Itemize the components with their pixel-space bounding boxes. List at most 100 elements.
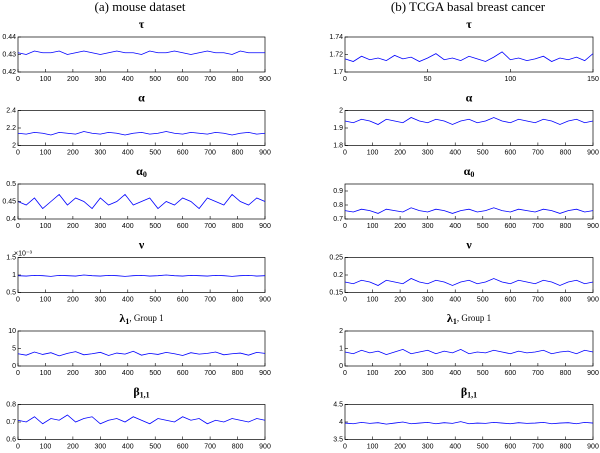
- y-tick-label: 1.8: [333, 142, 343, 149]
- x-tick-label: 0: [343, 296, 347, 303]
- title-symbol: λ: [119, 311, 125, 325]
- trace-line: [17, 193, 266, 210]
- trace-line: [344, 207, 594, 214]
- x-tick-label: 100: [367, 296, 379, 303]
- x-tick-label: 200: [394, 443, 406, 450]
- x-tick-label: 800: [232, 76, 244, 83]
- x-tick-label: 900: [259, 76, 271, 83]
- x-tick-label: 900: [587, 223, 599, 230]
- title-subscript: 0: [143, 170, 147, 179]
- plot-frame: [17, 183, 266, 220]
- y-tick-label: 0.44: [2, 34, 16, 41]
- x-tick-label: 700: [204, 443, 216, 450]
- x-tick-label: 700: [532, 370, 544, 377]
- x-tick-label: 600: [504, 149, 516, 156]
- x-tick-label: 200: [394, 370, 406, 377]
- x-tick-label: 0: [343, 149, 347, 156]
- x-tick-label: 500: [477, 370, 489, 377]
- x-tick-label: 700: [532, 296, 544, 303]
- title-subscript: 1: [453, 317, 457, 326]
- x-tick-label: 100: [504, 76, 516, 83]
- x-tick-label: 700: [204, 370, 216, 377]
- x-tick-label: 500: [477, 223, 489, 230]
- x-tick-label: 600: [177, 149, 189, 156]
- x-tick-label: 400: [449, 370, 461, 377]
- y-tick-label: 0.8: [6, 401, 16, 408]
- x-tick-label: 300: [422, 443, 434, 450]
- title-symbol: λ: [447, 311, 453, 325]
- x-tick-label: 0: [343, 223, 347, 230]
- x-tick-label: 400: [449, 223, 461, 230]
- x-tick-label: 300: [94, 296, 106, 303]
- x-tick-label: 300: [94, 370, 106, 377]
- x-tick-label: 500: [149, 76, 161, 83]
- title-subscript: 1: [125, 317, 129, 326]
- x-tick-label: 100: [40, 443, 52, 450]
- title-symbol: ν: [465, 237, 472, 251]
- y-tick-label: 1.9: [333, 125, 343, 132]
- y-tick-label: 0.25: [329, 254, 343, 261]
- column-title: (a) mouse dataset: [95, 0, 186, 14]
- x-tick-label: 900: [259, 149, 271, 156]
- y-tick-label: 0.9: [333, 188, 343, 195]
- y-tick-label: 5: [12, 345, 16, 352]
- trace-line: [344, 117, 594, 125]
- x-tick-label: 300: [422, 296, 434, 303]
- y-tick-label: 1: [339, 345, 343, 352]
- y-tick-label: 2.4: [6, 107, 16, 114]
- x-tick-label: 300: [422, 370, 434, 377]
- y-tick-label: 0.5: [6, 289, 16, 296]
- x-tick-label: 800: [560, 443, 572, 450]
- x-tick-label: 900: [587, 443, 599, 450]
- x-tick-label: 400: [122, 76, 134, 83]
- trace-line: [344, 421, 594, 425]
- x-tick-label: 800: [232, 370, 244, 377]
- x-tick-label: 400: [122, 149, 134, 156]
- x-tick-label: 600: [504, 296, 516, 303]
- x-tick-label: 100: [40, 370, 52, 377]
- x-tick-label: 600: [504, 223, 516, 230]
- x-tick-label: 200: [67, 443, 79, 450]
- x-tick-label: 300: [94, 76, 106, 83]
- x-tick-label: 900: [259, 223, 271, 230]
- x-tick-label: 700: [532, 223, 544, 230]
- y-tick-label: 0: [12, 363, 16, 370]
- x-tick-label: 900: [587, 149, 599, 156]
- x-tick-label: 600: [177, 370, 189, 377]
- x-tick-label: 700: [204, 149, 216, 156]
- panel-title: β1,1: [461, 384, 477, 399]
- title-symbol: β: [461, 384, 467, 398]
- x-tick-label: 0: [343, 443, 347, 450]
- y-tick-label: 1.72: [329, 51, 343, 58]
- x-tick-label: 0: [343, 76, 347, 83]
- x-tick-label: 0: [16, 223, 20, 230]
- title-suffix: , Group 1: [457, 313, 491, 323]
- column-title: (b) TCGA basal breast cancer: [391, 0, 546, 14]
- y-tick-label: 1.5: [6, 254, 16, 261]
- y-tick-label: 10: [8, 328, 16, 335]
- y-tick-label: 2: [12, 142, 16, 149]
- y-tick-label: 0: [339, 363, 343, 370]
- plot-frame: [17, 404, 266, 440]
- title-symbol: τ: [139, 17, 145, 31]
- trace-line: [17, 131, 266, 136]
- x-tick-label: 300: [422, 149, 434, 156]
- x-tick-label: 800: [232, 443, 244, 450]
- x-tick-label: 0: [16, 370, 20, 377]
- x-tick-label: 500: [477, 443, 489, 450]
- x-tick-label: 200: [394, 223, 406, 230]
- x-tick-label: 200: [67, 76, 79, 83]
- panel-title: α0: [136, 164, 147, 179]
- x-tick-label: 700: [204, 76, 216, 83]
- panel-title: λ1, Group 1: [447, 311, 491, 326]
- trace-line: [17, 50, 265, 55]
- y-tick-label: 0.6: [6, 436, 16, 443]
- title-symbol: ν: [138, 237, 145, 251]
- x-tick-label: 200: [394, 296, 406, 303]
- x-tick-label: 100: [40, 76, 52, 83]
- x-tick-label: 400: [449, 296, 461, 303]
- y-tick-label: 1: [12, 272, 16, 279]
- trace-line: [344, 51, 594, 62]
- x-tick-label: 500: [477, 296, 489, 303]
